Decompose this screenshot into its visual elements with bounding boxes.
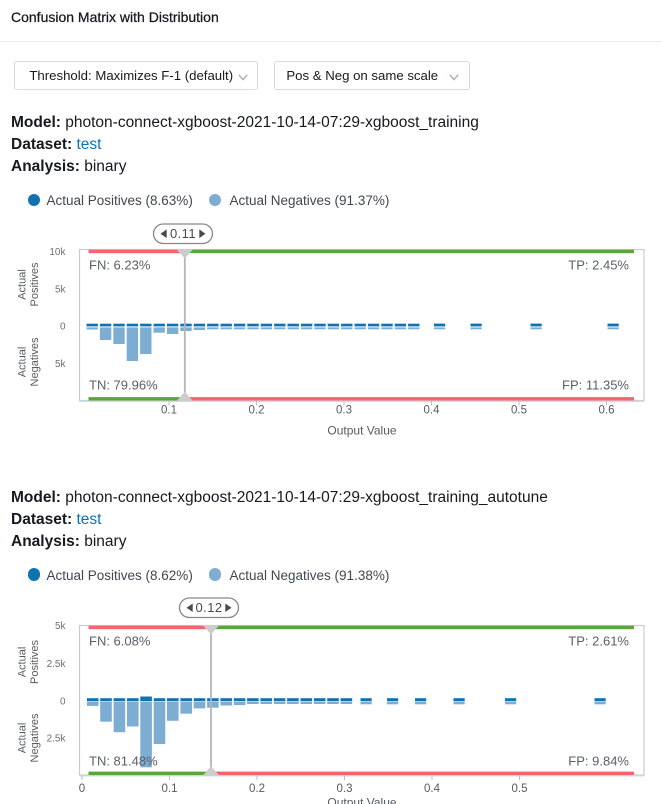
svg-text:TN: 79.96%: TN: 79.96% bbox=[89, 378, 158, 393]
svg-text:FN: 6.08%: FN: 6.08% bbox=[89, 634, 151, 649]
svg-text:TP: 2.45%: TP: 2.45% bbox=[568, 258, 629, 273]
svg-text:0.3: 0.3 bbox=[337, 783, 353, 795]
svg-text:Output Value: Output Value bbox=[327, 796, 396, 804]
svg-text:5k: 5k bbox=[55, 621, 67, 632]
svg-text:0.11: 0.11 bbox=[170, 226, 196, 241]
svg-text:2.5k: 2.5k bbox=[47, 734, 67, 745]
svg-text:ActualNegatives: ActualNegatives bbox=[17, 337, 42, 386]
svg-text:FP: 11.35%: FP: 11.35% bbox=[562, 378, 629, 393]
svg-text:0.2: 0.2 bbox=[249, 405, 265, 417]
svg-text:10k: 10k bbox=[49, 247, 66, 258]
svg-text:0.1: 0.1 bbox=[161, 405, 177, 417]
svg-text:FN: 6.23%: FN: 6.23% bbox=[89, 258, 151, 273]
svg-text:0.5: 0.5 bbox=[512, 783, 528, 795]
svg-text:0.1: 0.1 bbox=[162, 783, 178, 795]
svg-text:0.6: 0.6 bbox=[599, 405, 615, 417]
svg-text:FP: 9.84%: FP: 9.84% bbox=[568, 754, 629, 769]
svg-text:TP: 2.61%: TP: 2.61% bbox=[568, 634, 629, 649]
svg-text:2.5k: 2.5k bbox=[47, 659, 67, 670]
svg-text:TN: 81.48%: TN: 81.48% bbox=[89, 754, 158, 769]
svg-text:0.5: 0.5 bbox=[511, 405, 527, 417]
svg-text:0.4: 0.4 bbox=[424, 783, 441, 795]
svg-text:ActualPositives: ActualPositives bbox=[17, 262, 42, 307]
svg-text:Output Value: Output Value bbox=[327, 424, 396, 438]
svg-text:0.2: 0.2 bbox=[249, 783, 265, 795]
svg-text:0.4: 0.4 bbox=[424, 405, 441, 417]
svg-text:5k: 5k bbox=[55, 284, 67, 295]
svg-text:ActualPositives: ActualPositives bbox=[17, 639, 42, 684]
svg-text:5k: 5k bbox=[55, 359, 67, 370]
svg-text:ActualNegatives: ActualNegatives bbox=[17, 713, 42, 762]
svg-text:0: 0 bbox=[60, 322, 66, 333]
svg-text:0: 0 bbox=[79, 783, 85, 795]
svg-text:0.12: 0.12 bbox=[196, 600, 223, 615]
svg-text:0.3: 0.3 bbox=[336, 405, 352, 417]
svg-text:0: 0 bbox=[60, 697, 66, 708]
